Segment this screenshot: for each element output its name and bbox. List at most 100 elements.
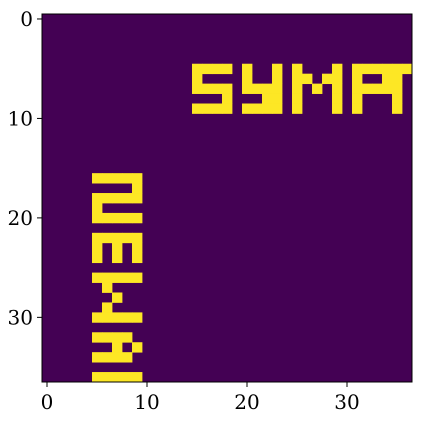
heatmap-cell [122, 352, 133, 363]
heatmap-cell [222, 63, 233, 75]
x-axis: 0 10 20 30 [41, 382, 360, 414]
heatmap-cell [392, 83, 403, 94]
x-tick-label: 10 [134, 390, 159, 414]
heatmap-cell [122, 212, 133, 224]
heatmap-cell [112, 232, 123, 244]
heatmap-cell [262, 103, 273, 114]
heatmap-cell [392, 63, 403, 75]
heatmap-cell [102, 282, 113, 293]
heatmap-cell [392, 103, 403, 114]
heatmap-cell [132, 173, 143, 184]
heatmap-cell [292, 103, 303, 114]
heatmap-cell [132, 272, 143, 283]
heatmap-cell [102, 372, 113, 383]
heatmap-cell [102, 332, 113, 343]
heatmap-cell [302, 73, 313, 85]
heatmap-cell [242, 63, 253, 75]
heatmap-cell [372, 63, 383, 75]
plot-frame [41, 13, 413, 383]
heatmap-cell [122, 332, 133, 343]
heatmap-cell [292, 63, 303, 75]
heatmap-cell [112, 173, 123, 184]
heatmap-cell [192, 103, 203, 114]
heatmap-cell [112, 352, 123, 363]
heatmap-cell [362, 63, 373, 75]
heatmap-cell [122, 173, 133, 184]
heatmap-cell [222, 83, 233, 94]
heatmap-cell [202, 83, 213, 94]
heatmap-cell [312, 83, 323, 94]
heatmap-cell [122, 312, 133, 323]
heatmap-cell [92, 193, 103, 204]
heatmap-cell [122, 372, 133, 383]
heatmap-cell [122, 272, 133, 283]
heatmap-cell [212, 83, 223, 94]
heatmap-cell [102, 212, 113, 224]
heatmap-cell [352, 63, 363, 75]
y-tick-label: 0 [20, 7, 33, 31]
heatmap-cell [132, 232, 143, 244]
heatmap-cell [102, 272, 113, 283]
heatmap-cell [112, 292, 123, 303]
heatmap-cell [332, 103, 343, 114]
heatmap-cell [212, 63, 223, 75]
heatmap-cell [102, 193, 113, 204]
heatmap-cell [92, 272, 103, 283]
heatmap-cell [92, 242, 103, 254]
heatmap-cell [262, 83, 273, 94]
heatmap-cell [92, 312, 103, 323]
heatmap-cell [222, 103, 233, 114]
heatmap-cell [112, 242, 123, 254]
heatmap-cell [192, 73, 203, 85]
heatmap-cell [92, 332, 103, 343]
heatmap-cell [202, 63, 213, 75]
heatmap-cell [272, 73, 283, 85]
heatmap-cell [272, 93, 283, 104]
heatmap-cell [122, 193, 133, 204]
heatmap-cell [102, 302, 113, 313]
heatmap-cell [382, 73, 393, 85]
heatmap-cell [112, 272, 123, 283]
heatmap-cell [322, 73, 333, 85]
heatmap-cell [112, 312, 123, 323]
heatmap-cell [332, 73, 343, 85]
heatmap-cell [112, 193, 123, 204]
heatmap-cell [252, 83, 263, 94]
heatmap-cell [352, 73, 363, 85]
heatmap-cell [292, 93, 303, 104]
heatmap-cell [132, 312, 143, 323]
heatmap-cell [382, 63, 393, 75]
heatmap-cell [132, 372, 143, 383]
heatmap-cell [352, 103, 363, 114]
heatmap-cell [242, 103, 253, 114]
heatmap-cell [112, 332, 123, 343]
heatmap-cell [292, 73, 303, 85]
heatmap-cell [332, 83, 343, 94]
heatmap-cell [362, 83, 373, 94]
heatmap-cell [132, 183, 143, 194]
heatmap-cell [272, 63, 283, 75]
heatmap-cell [212, 103, 223, 114]
y-tick-label: 20 [8, 206, 33, 230]
x-tick-label: 20 [234, 390, 259, 414]
heatmap-cell [132, 252, 143, 264]
heatmap-cell [262, 93, 273, 104]
heatmap-cell [102, 312, 113, 323]
y-tick-label: 10 [8, 106, 33, 130]
heatmap-cell [372, 83, 383, 94]
heatmap-cell [92, 173, 103, 184]
heatmap-cell [332, 63, 343, 75]
heatmap-cell [192, 83, 203, 94]
heatmap-cell [132, 342, 143, 353]
heatmap-cell [352, 93, 363, 104]
y-axis: 0 10 20 30 [8, 7, 42, 329]
heatmap-cell [132, 193, 143, 204]
heatmap-cell [102, 173, 113, 184]
heatmap-cell [332, 93, 343, 104]
heatmap-cell [272, 103, 283, 114]
heatmap-cell [402, 63, 413, 75]
heatmap-cell [382, 83, 393, 94]
heatmap-cell [112, 252, 123, 264]
heatmap-cell [242, 73, 253, 85]
